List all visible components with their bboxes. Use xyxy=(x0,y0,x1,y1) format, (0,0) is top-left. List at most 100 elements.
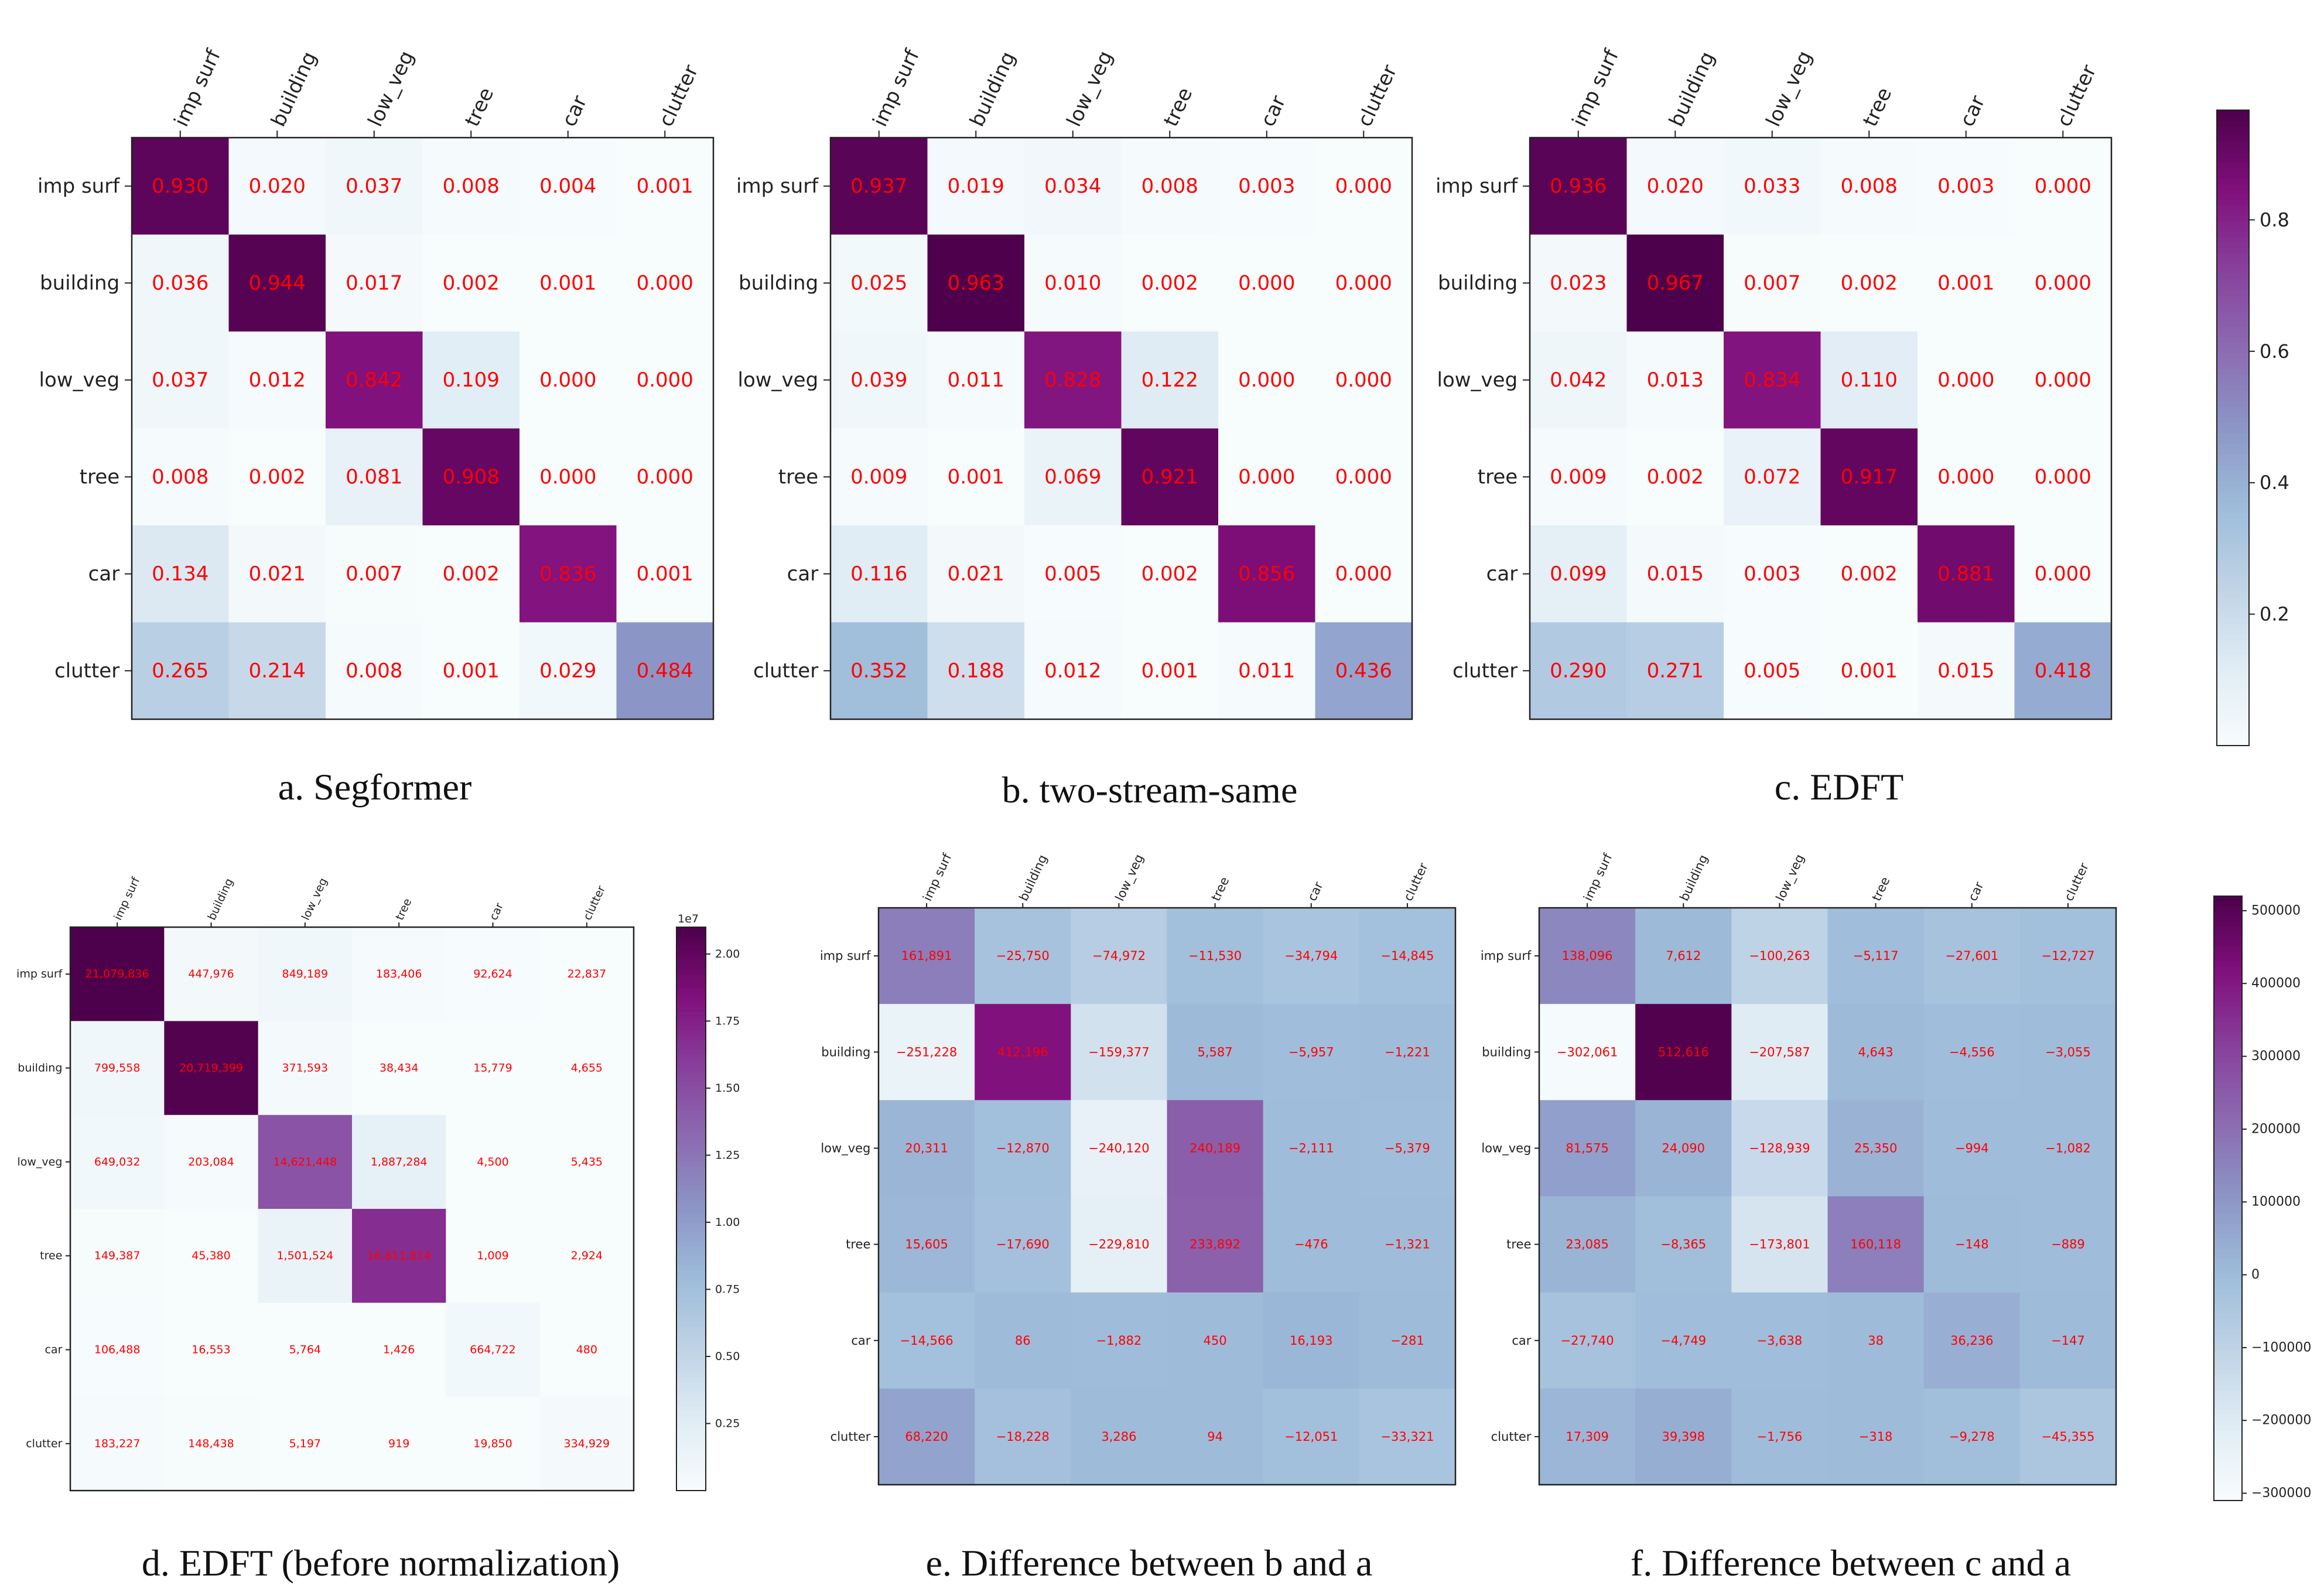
cell-value: 0.081 xyxy=(346,465,402,488)
cell-value: 25,350 xyxy=(1854,1141,1897,1155)
heatmap-panel-e: 161,891 −25,750 −74,972 −11,530 −34,794 −14,8… xyxy=(820,851,1457,1584)
cell-value: 0.936 xyxy=(1550,175,1607,198)
colorbar-segment xyxy=(2217,618,2249,625)
colorbar-segment xyxy=(676,1110,706,1116)
colorbar-frame xyxy=(2216,110,2250,746)
colorbar-segment xyxy=(2217,358,2249,365)
cell-value: 849,189 xyxy=(282,968,329,980)
colorbar-segment xyxy=(676,1026,706,1031)
cell-value: 0.000 xyxy=(2035,465,2091,488)
cell-value: 0.000 xyxy=(539,465,596,488)
heatmap-cell xyxy=(132,331,229,429)
heatmap-cell xyxy=(1359,1100,1456,1197)
colorbar-segment xyxy=(676,988,706,994)
colorbar-segment xyxy=(676,1406,706,1412)
cell-value: 0.000 xyxy=(1335,368,1392,392)
colorbar-tick-label: 0.2 xyxy=(2260,603,2289,626)
heatmap-cell xyxy=(1167,1100,1264,1197)
colorbar-segment xyxy=(2214,1127,2242,1134)
colorbar-segment xyxy=(2214,1224,2242,1229)
cell-value: 0.944 xyxy=(249,271,306,295)
cell-value: 5,435 xyxy=(571,1156,603,1168)
colorbar-segment xyxy=(2217,306,2249,312)
cell-value: 412,196 xyxy=(997,1045,1048,1059)
colorbar-segment xyxy=(2217,708,2249,715)
heatmap-cell xyxy=(2019,1004,2117,1101)
colorbar-segment xyxy=(2217,570,2249,577)
cell-value: 0.856 xyxy=(1238,562,1295,586)
cell-value: 0.023 xyxy=(1550,271,1607,295)
cell-value: 0.021 xyxy=(249,562,306,586)
heatmap-cell xyxy=(927,525,1025,623)
colorbar-segment xyxy=(676,1035,706,1041)
colorbar-segment xyxy=(676,1199,706,1205)
heatmap-cell xyxy=(1635,908,1732,1004)
colorbar-segment xyxy=(2217,237,2249,244)
heatmap-cell xyxy=(422,525,520,623)
colorbar-tick-label: 1.50 xyxy=(715,1082,740,1095)
heatmap-cell xyxy=(446,1303,541,1397)
colorbar-segment xyxy=(2214,1007,2242,1013)
cell-value: 0.122 xyxy=(1142,368,1198,392)
plot-frame xyxy=(131,136,715,720)
heatmap-cell xyxy=(1263,908,1360,1004)
x-tick-label: tree xyxy=(1209,875,1232,903)
colorbar-segment xyxy=(2214,1289,2242,1295)
colorbar-segment xyxy=(676,1209,706,1215)
colorbar-segment xyxy=(2217,555,2249,561)
cell-value: 0.000 xyxy=(1937,465,1994,488)
colorbar-segment xyxy=(2214,916,2242,922)
cell-value: 450 xyxy=(1204,1334,1227,1348)
cell-value: 4,500 xyxy=(477,1156,508,1168)
heatmap-cell xyxy=(2014,138,2112,235)
heatmap-cell xyxy=(1918,622,2015,720)
colorbar-segment xyxy=(2214,1178,2242,1184)
colorbar-segment xyxy=(2217,719,2249,725)
colorbar-segment xyxy=(2214,1420,2242,1426)
x-tick-label: low_veg xyxy=(1773,852,1808,904)
heatmap-cell xyxy=(831,525,928,623)
cell-value: 20,311 xyxy=(905,1141,948,1155)
heatmap-cell xyxy=(352,1209,446,1303)
heatmap-cell xyxy=(1923,1196,2021,1293)
cell-value: 0.000 xyxy=(1238,271,1295,295)
cell-value: 5,764 xyxy=(289,1344,321,1356)
heatmap-cell xyxy=(422,138,520,235)
heatmap-cell xyxy=(326,138,423,235)
heatmap-cell xyxy=(1923,1388,2021,1485)
cell-value: 0.019 xyxy=(948,175,1004,198)
cell-value: 15,605 xyxy=(905,1238,948,1252)
heatmap-cell xyxy=(1731,1196,1828,1293)
colorbar-segment xyxy=(2214,946,2242,952)
colorbar-segment xyxy=(2217,454,2249,460)
y-tick-label: tree xyxy=(846,1238,870,1252)
cell-value: −3,055 xyxy=(2045,1045,2091,1059)
heatmap-cell xyxy=(831,622,928,720)
x-tick-label: building xyxy=(1677,853,1710,903)
colorbar-tick-label: 1.75 xyxy=(715,1014,740,1027)
cell-value: −207,587 xyxy=(1749,1045,1810,1059)
colorbar-segment xyxy=(676,1293,706,1299)
colorbar-segment xyxy=(2217,650,2249,657)
panel-caption: e. Difference between b and a xyxy=(926,1542,1373,1584)
heatmap-cell xyxy=(352,927,446,1021)
colorbar-segment xyxy=(2214,1359,2242,1365)
colorbar-segment xyxy=(676,1373,706,1379)
cell-value: 0.000 xyxy=(2035,271,2091,295)
colorbar-segment xyxy=(676,1256,706,1262)
colorbar-segment xyxy=(2217,470,2249,476)
x-tick-label: clutter xyxy=(2062,860,2091,903)
cell-value: −302,061 xyxy=(1557,1045,1618,1059)
colorbar-segment xyxy=(676,1349,706,1355)
heatmap-cell xyxy=(975,1196,1071,1293)
heatmap-cell xyxy=(326,525,423,623)
x-tick-label: low_veg xyxy=(364,47,419,131)
cell-value: 0.001 xyxy=(948,465,1004,488)
heatmap-cell xyxy=(1731,1292,1828,1389)
colorbar-segment xyxy=(2217,459,2249,466)
y-tick-label: low_veg xyxy=(17,1156,62,1168)
heatmap-cell xyxy=(1218,234,1315,332)
cell-value: −12,727 xyxy=(2041,949,2094,963)
cell-value: −14,566 xyxy=(900,1334,953,1348)
